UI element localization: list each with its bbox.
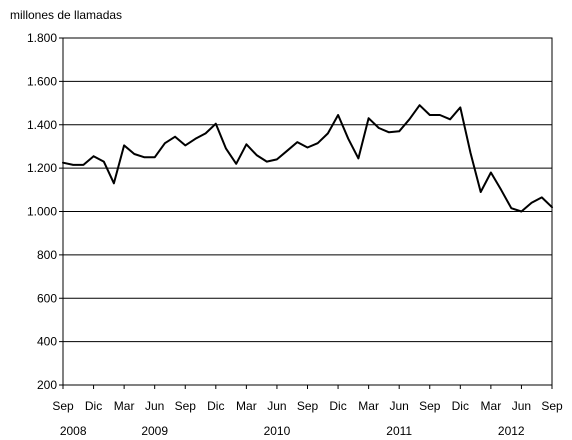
x-tick-label: Mar bbox=[358, 399, 379, 413]
y-tick-label: 800 bbox=[37, 248, 57, 262]
y-tick-label: 200 bbox=[37, 378, 57, 392]
x-tick-label: Sep bbox=[52, 399, 74, 413]
x-tick-label: Sep bbox=[175, 399, 197, 413]
y-tick-label: 400 bbox=[37, 335, 57, 349]
x-axis-year-labels: 2008 2009 2010 2011 2012 bbox=[60, 424, 525, 438]
year-label: 2010 bbox=[264, 424, 291, 438]
x-tick-label: Mar bbox=[236, 399, 257, 413]
x-tick-label: Dic bbox=[329, 399, 346, 413]
year-label: 2012 bbox=[498, 424, 525, 438]
y-tick-label: 1.200 bbox=[27, 161, 57, 175]
gridlines bbox=[63, 80, 552, 343]
y-tick-label: 600 bbox=[37, 291, 57, 305]
x-tick-label: Sep bbox=[541, 399, 563, 413]
y-tick-label: 1.400 bbox=[27, 118, 57, 132]
y-tick-label: 1.600 bbox=[27, 74, 57, 88]
y-tick-label: 1.000 bbox=[27, 205, 57, 219]
y-axis-label: millones de llamadas bbox=[10, 8, 122, 22]
x-tick-label: Sep bbox=[297, 399, 319, 413]
x-tick-label: Jun bbox=[267, 399, 286, 413]
x-tick-label: Mar bbox=[481, 399, 502, 413]
x-tick-label: Dic bbox=[207, 399, 224, 413]
x-tick-label: Jun bbox=[512, 399, 531, 413]
x-axis-ticks: Sep Dic Mar Jun Sep Dic Mar Jun Sep Dic Mar Jun Sep D… bbox=[52, 385, 563, 413]
x-tick-label: Mar bbox=[114, 399, 135, 413]
x-tick-label: Sep bbox=[419, 399, 441, 413]
x-tick-label: Dic bbox=[85, 399, 102, 413]
year-label: 2008 bbox=[60, 424, 87, 438]
series-line bbox=[62, 104, 553, 213]
y-axis-ticks: 200 400 600 800 1.000 1.200 1.400 1.600 1.800 bbox=[27, 31, 63, 392]
x-tick-label: Jun bbox=[145, 399, 164, 413]
x-tick-label: Dic bbox=[452, 399, 469, 413]
y-tick-label: 1.800 bbox=[27, 31, 57, 45]
x-tick-label: Jun bbox=[390, 399, 409, 413]
year-label: 2011 bbox=[386, 424, 412, 438]
year-label: 2009 bbox=[141, 424, 168, 438]
